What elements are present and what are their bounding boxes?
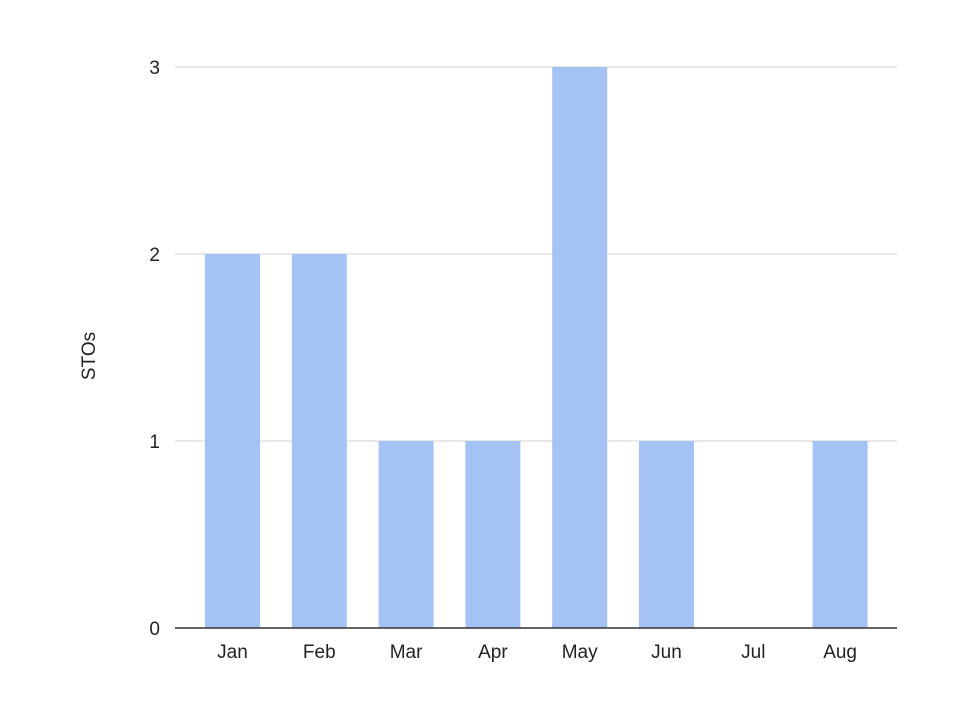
y-tick-label: 0 — [149, 619, 160, 640]
x-tick-label: Mar — [390, 642, 423, 663]
x-axis-ticks: Jan Feb Mar Apr May Jun Jul Aug — [217, 642, 857, 663]
y-axis-title: STOs — [79, 332, 100, 380]
y-tick-label: 3 — [149, 58, 160, 79]
y-axis-ticks: 0 1 2 3 — [149, 58, 160, 640]
x-tick-label: Feb — [303, 642, 336, 663]
bar-aug — [812, 441, 868, 628]
bar-jan — [205, 254, 260, 628]
x-tick-label: Jun — [651, 642, 682, 663]
x-tick-label: Jul — [741, 642, 765, 663]
bar-may — [552, 67, 608, 628]
bar-feb — [291, 254, 347, 628]
gridlines — [175, 66, 897, 442]
y-tick-label: 1 — [149, 432, 160, 453]
x-tick-label: May — [562, 642, 598, 663]
bar-apr — [465, 441, 521, 628]
bar-jun — [639, 441, 694, 628]
x-tick-label: Apr — [478, 642, 508, 663]
x-tick-label: Jan — [217, 642, 248, 663]
y-tick-label: 2 — [149, 245, 160, 266]
bar-mar — [378, 441, 434, 628]
bars — [205, 67, 868, 628]
x-tick-label: Aug — [823, 642, 857, 663]
